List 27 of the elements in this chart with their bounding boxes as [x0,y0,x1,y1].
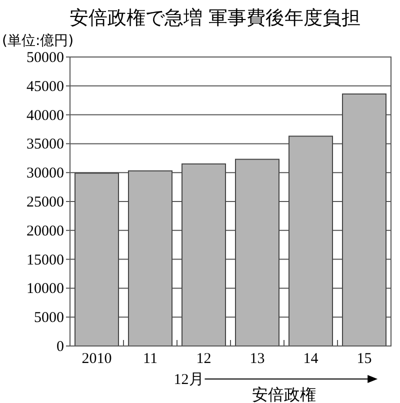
bar [128,170,172,346]
x-tick-label: 15 [356,351,372,367]
y-tick-label: 0 [56,339,64,355]
x-tick-label: 13 [250,351,265,367]
x-tick-label: 11 [143,351,158,367]
text: 12月 [174,372,204,388]
y-tick-label: 20000 [26,223,64,240]
y-axis-title: (単位:億円) [2,33,74,49]
y-tick-label: 45000 [26,78,64,95]
y-tick-label: 35000 [26,136,64,153]
bar [74,172,119,346]
bar [182,163,226,346]
text: 安倍政権 [252,385,316,403]
y-tick-label: 10000 [26,281,64,298]
y-tick-label: 25000 [26,194,64,210]
x-tick-label: 14 [303,351,319,367]
y-tick-label: 5000 [34,310,64,326]
bar [288,136,333,346]
bar [235,158,280,346]
y-tick-label: 15000 [26,252,64,268]
y-tick-label: 40000 [26,108,64,124]
x-tick-label: 12 [196,351,212,367]
y-tick-label: 50000 [26,50,64,66]
y-tick-label: 30000 [26,166,64,182]
x-tick-label: 2010 [82,351,112,367]
bar [342,93,386,346]
chart-title: 安倍政権で急増 軍事費後年度負担 [69,7,361,29]
